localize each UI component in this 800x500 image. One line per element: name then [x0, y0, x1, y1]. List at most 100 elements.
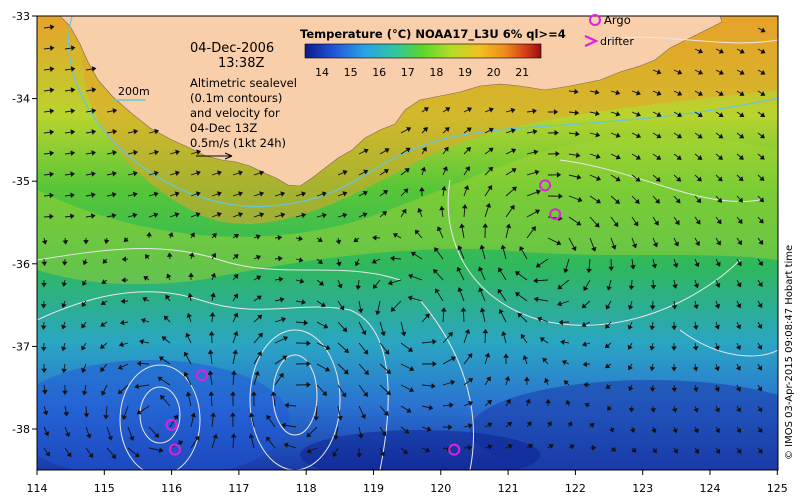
velocity-arrowhead — [739, 69, 745, 75]
velocity-arrowhead — [49, 171, 55, 178]
velocity-arrowhead — [760, 69, 766, 75]
velocity-arrowhead — [716, 219, 722, 225]
velocity-arrowhead — [259, 212, 265, 218]
velocity-arrowhead — [676, 155, 682, 160]
velocity-arrowhead — [693, 428, 699, 434]
velocity-arrowhead — [301, 191, 307, 197]
velocity-arrowhead — [318, 280, 324, 286]
velocity-arrowhead — [630, 264, 636, 270]
velocity-arrowhead — [83, 240, 89, 245]
velocity-arrowhead — [81, 390, 88, 396]
velocity-arrowhead — [256, 275, 262, 281]
velocity-arrowhead — [558, 319, 563, 326]
velocity-arrowhead — [532, 108, 537, 114]
colorbar-tick-label: 17 — [401, 66, 415, 79]
velocity-arrowhead — [425, 447, 431, 453]
velocity-arrowhead — [277, 234, 283, 241]
velocity-arrowhead — [61, 368, 67, 374]
velocity-arrowhead — [714, 366, 720, 372]
velocity-arrowhead — [70, 45, 76, 51]
velocity-arrowhead — [406, 407, 412, 413]
altimetry-line-3: and velocity for — [190, 106, 280, 120]
velocity-arrowhead — [195, 170, 201, 176]
velocity-arrowhead — [70, 171, 75, 178]
velocity-arrowhead — [509, 204, 515, 211]
velocity-arrowhead — [758, 260, 763, 266]
velocity-arrowhead — [371, 258, 377, 264]
velocity-arrowhead — [505, 223, 512, 229]
velocity-arrowhead — [692, 366, 699, 372]
velocity-arrowhead — [613, 221, 619, 228]
velocity-arrowhead — [121, 256, 127, 262]
velocity-arrowhead — [185, 391, 192, 397]
velocity-arrowhead — [207, 370, 214, 375]
velocity-arrowhead — [431, 383, 436, 389]
velocity-arrowhead — [211, 233, 217, 239]
velocity-arrowhead — [488, 127, 494, 133]
velocity-arrowhead — [465, 166, 470, 172]
velocity-arrowhead — [230, 391, 236, 396]
time-label: 13:38Z — [218, 56, 264, 71]
velocity-arrowhead — [457, 287, 463, 293]
velocity-arrowhead — [650, 284, 657, 290]
argo-legend-label: Argo — [604, 13, 631, 27]
velocity-arrowhead — [363, 169, 369, 175]
velocity-arrowhead — [189, 232, 195, 238]
isobath-200m — [68, 16, 778, 208]
x-tick-label: 116 — [161, 482, 182, 495]
velocity-arrowhead — [207, 349, 214, 355]
velocity-arrowhead — [281, 422, 287, 429]
velocity-arrowhead — [634, 198, 640, 204]
velocity-arrowhead — [120, 298, 126, 305]
velocity-arrowhead — [478, 266, 484, 272]
velocity-arrowhead — [270, 391, 277, 396]
x-tick-label: 119 — [363, 482, 384, 495]
velocity-arrowhead — [569, 444, 575, 450]
velocity-arrowhead — [445, 107, 451, 113]
velocity-arrowhead — [144, 254, 150, 260]
velocity-arrowhead — [256, 295, 262, 301]
velocity-arrowhead — [759, 154, 765, 160]
velocity-arrowhead — [534, 169, 540, 176]
velocity-arrowhead — [282, 355, 288, 361]
velocity-arrowhead — [605, 323, 611, 329]
velocity-arrowhead — [49, 24, 55, 30]
velocity-arrowhead — [279, 296, 285, 303]
velocity-arrowhead — [49, 213, 54, 220]
velocity-arrowhead — [675, 198, 681, 204]
altimetry-line-1: Altimetric sealevel — [190, 76, 297, 90]
velocity-arrows — [40, 24, 766, 459]
velocity-arrowhead — [390, 255, 395, 262]
velocity-arrowhead — [533, 296, 539, 303]
velocity-arrowhead — [401, 208, 407, 214]
velocity-arrowhead — [576, 220, 582, 226]
velocity-arrowhead — [86, 433, 92, 439]
velocity-arrowhead — [482, 223, 489, 228]
velocity-arrowhead — [154, 128, 160, 135]
velocity-arrowhead — [385, 390, 391, 396]
velocity-arrowhead — [142, 297, 148, 303]
velocity-arrowhead — [760, 27, 766, 33]
y-tick-label: -35 — [12, 175, 30, 188]
velocity-arrowhead — [41, 239, 48, 245]
velocity-arrowhead — [229, 412, 236, 417]
velocity-arrowhead — [257, 314, 263, 320]
velocity-arrowhead — [428, 404, 434, 411]
velocity-arrowhead — [577, 196, 583, 203]
velocity-arrowhead — [656, 90, 662, 96]
velocity-arrowhead — [233, 312, 239, 318]
velocity-arrowhead — [506, 421, 513, 427]
velocity-arrowhead — [697, 112, 703, 118]
velocity-arrowhead — [696, 176, 702, 182]
scale-arrow — [196, 152, 233, 160]
velocity-arrowhead — [61, 346, 67, 352]
velocity-arrowhead — [161, 336, 167, 342]
velocity-arrowhead — [322, 212, 327, 219]
velocity-arrowhead — [479, 244, 486, 250]
velocity-arrowhead — [400, 331, 407, 337]
velocity-arrowhead — [526, 421, 532, 427]
velocity-arrowhead — [695, 219, 701, 225]
velocity-arrowhead — [533, 149, 539, 156]
velocity-arrowhead — [739, 112, 745, 118]
velocity-arrowhead — [627, 324, 633, 330]
